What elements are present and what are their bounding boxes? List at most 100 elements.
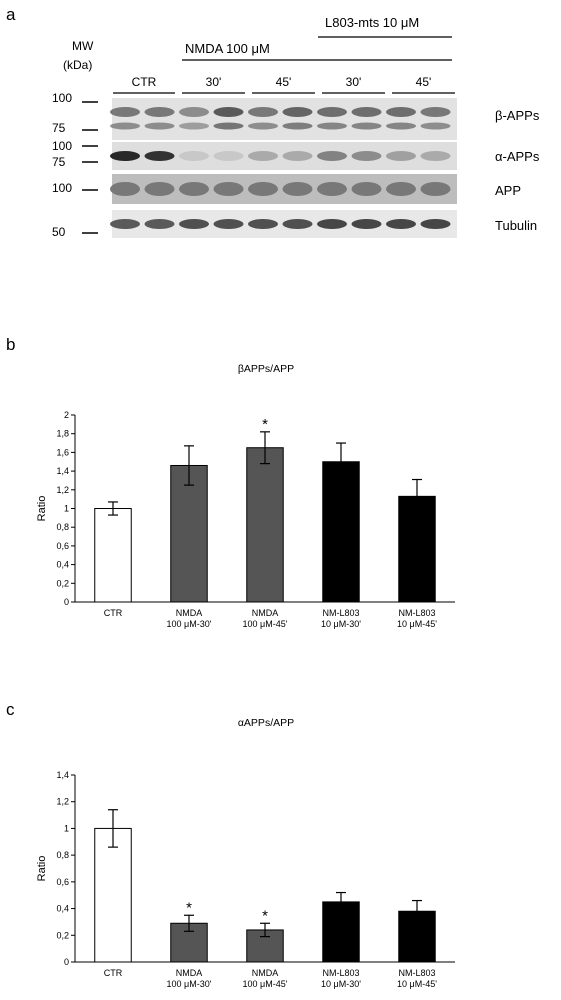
lane-group-label: CTR <box>132 75 157 89</box>
nmda-header: NMDA 100 μM <box>185 41 270 56</box>
lane-group-label: 45' <box>276 75 292 89</box>
y-tick-label: 0,2 <box>56 578 69 588</box>
blot-band <box>386 182 416 196</box>
blot-band <box>110 219 140 229</box>
y-tick-label: 1 <box>64 504 69 514</box>
blot-band <box>317 122 347 130</box>
blot-band <box>351 107 382 117</box>
y-tick-label: 1,6 <box>56 447 69 457</box>
y-tick-label: 1,8 <box>56 429 69 439</box>
blot-band <box>420 182 451 196</box>
category-label: NMDA <box>176 968 203 978</box>
mw-marker-label: 100 <box>52 139 72 153</box>
blot-band <box>351 219 382 229</box>
y-tick-label: 0,2 <box>56 930 69 940</box>
blot-band <box>386 219 416 229</box>
y-tick-label: 0 <box>64 597 69 607</box>
chart-alpha-apps: αAPPs/APP Ratio 0 0,2 0,4 0,6 0,8 1 1,2 1,4 CTR * NM… <box>36 717 455 989</box>
blot-band <box>351 122 382 130</box>
category-label: NMDA <box>252 608 279 618</box>
category-label: 100 μM-45' <box>243 619 288 629</box>
blot-band <box>282 219 313 229</box>
bar <box>322 901 360 963</box>
category-label: 10 μM-30' <box>321 979 361 989</box>
y-tick-label: 0,6 <box>56 877 69 887</box>
blot-band <box>317 219 347 229</box>
significance-marker: * <box>262 416 268 433</box>
blot-band <box>282 151 313 161</box>
blot-band <box>317 182 347 196</box>
category-label: 10 μM-45' <box>397 979 437 989</box>
blot-band <box>317 151 347 161</box>
mw-marker-label: 75 <box>52 155 66 169</box>
bar <box>94 508 132 603</box>
blot-strip <box>112 98 457 140</box>
lane-group-label: 30' <box>346 75 362 89</box>
y-tick-label: 1,2 <box>56 797 69 807</box>
category-label: 100 μM-30' <box>167 619 212 629</box>
y-tick-label: 1,2 <box>56 485 69 495</box>
blot-band <box>110 122 140 130</box>
blot-strips <box>110 98 457 238</box>
significance-marker: * <box>262 907 268 924</box>
blot-band <box>179 219 209 229</box>
blot-band <box>317 107 347 117</box>
chart-title: αAPPs/APP <box>238 717 294 729</box>
blot-band <box>110 151 140 161</box>
blot-band <box>213 182 244 196</box>
category-label: NM-L803 <box>398 968 435 978</box>
lane-group-label: 30' <box>206 75 222 89</box>
l803-header: L803-mts 10 μM <box>325 15 419 30</box>
blot-band <box>386 122 416 130</box>
y-tick-label: 1 <box>64 823 69 833</box>
significance-marker: * <box>186 899 192 916</box>
blot-band <box>248 219 278 229</box>
y-tick-label: 0,8 <box>56 850 69 860</box>
bar <box>322 461 360 603</box>
category-label: 100 μM-30' <box>167 979 212 989</box>
category-label: NMDA <box>176 608 203 618</box>
category-label: NM-L803 <box>322 968 359 978</box>
blot-band <box>420 219 451 229</box>
bar <box>246 447 284 603</box>
kda-label: (kDa) <box>63 58 92 72</box>
bar <box>170 464 208 603</box>
blot-band <box>420 107 451 117</box>
category-label: 10 μM-45' <box>397 619 437 629</box>
blot-band <box>213 219 244 229</box>
blot-band <box>144 219 175 229</box>
blot-band <box>213 151 244 161</box>
y-tick-label: 1,4 <box>56 770 69 780</box>
mw-marker-label: 100 <box>52 91 72 105</box>
bar <box>398 495 436 603</box>
blot-band <box>420 151 451 161</box>
blot-labels: β-APPs 100 75 α-APPs 100 75 APP 100 Tubulin 50 <box>52 91 540 239</box>
blot-band <box>110 182 140 196</box>
blot-band <box>179 182 209 196</box>
blot-band <box>282 107 313 117</box>
y-tick-label: 1,4 <box>56 466 69 476</box>
category-label: NMDA <box>252 968 279 978</box>
category-label: CTR <box>104 608 123 618</box>
blot-band <box>248 182 278 196</box>
category-label: CTR <box>104 968 123 978</box>
y-tick-label: 0,6 <box>56 541 69 551</box>
y-tick-label: 0 <box>64 957 69 967</box>
category-label: 10 μM-30' <box>321 619 361 629</box>
panel-c-letter: c <box>6 700 15 719</box>
blot-band <box>351 151 382 161</box>
band-label: Tubulin <box>495 218 537 233</box>
blot-band <box>386 107 416 117</box>
mw-marker-label: 75 <box>52 121 66 135</box>
blot-band <box>144 122 175 130</box>
y-tick-label: 0,8 <box>56 522 69 532</box>
blot-band <box>179 107 209 117</box>
category-label: 100 μM-45' <box>243 979 288 989</box>
panel-b-letter: b <box>6 335 15 354</box>
blot-band <box>144 151 175 161</box>
blot-band <box>282 122 313 130</box>
y-tick-label: 2 <box>64 410 69 420</box>
y-axis-label: Ratio <box>36 856 48 882</box>
blot-band <box>351 182 382 196</box>
blot-band <box>213 122 244 130</box>
